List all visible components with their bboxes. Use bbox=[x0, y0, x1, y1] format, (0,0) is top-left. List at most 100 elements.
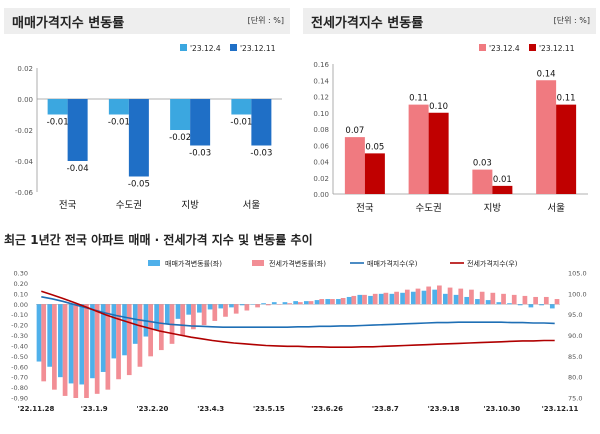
trend-bar bbox=[383, 292, 389, 305]
trend-bar bbox=[73, 304, 79, 398]
jeonse-change-category-label: 수도권 bbox=[416, 202, 442, 214]
trend-x-tick-label: '23.2.20 bbox=[137, 405, 169, 413]
trend-bar bbox=[421, 290, 427, 305]
trend-bar bbox=[496, 302, 502, 305]
trend-bar bbox=[453, 294, 459, 305]
trend-bar bbox=[52, 304, 57, 390]
trend-bar bbox=[528, 304, 534, 308]
trend-right-tick-label: 95.0 bbox=[568, 311, 582, 319]
sale-change-bar bbox=[231, 99, 252, 115]
trend-bar bbox=[223, 304, 228, 317]
trend-x-tick-label: '23.12.11 bbox=[542, 405, 579, 413]
trend-left-tick-label: -0.90 bbox=[11, 395, 28, 403]
jeonse-change-ytick-label: 0.02 bbox=[313, 175, 329, 183]
jeonse-change-legend-label: '23.12.11 bbox=[539, 44, 575, 53]
trend-bar bbox=[325, 299, 331, 305]
trend-bar bbox=[314, 300, 320, 305]
trend-bar bbox=[62, 304, 68, 396]
trend-bar bbox=[207, 304, 213, 310]
trend-bar bbox=[475, 299, 480, 305]
jeonse-change-header: 전세가격지수 변동률 [단위 : %] bbox=[303, 8, 596, 34]
jeonse-change-bar bbox=[364, 153, 385, 194]
trend-right-tick-label: 85.0 bbox=[568, 353, 582, 361]
trend-bar bbox=[229, 304, 234, 308]
trend-bar bbox=[389, 293, 395, 305]
trend-legend-label: 전세가격변동률(좌) bbox=[269, 259, 326, 268]
sale-change-title: 매매가격지수 변동률 bbox=[12, 16, 125, 31]
sale-change-bar bbox=[47, 99, 68, 115]
sale-change-category-label: 서울 bbox=[243, 200, 261, 211]
trend-right-tick-label: 105.0 bbox=[568, 270, 587, 278]
sale-change-category-label: 지방 bbox=[181, 200, 199, 211]
sale-change-data-label: -0.02 bbox=[169, 133, 191, 143]
trend-bar bbox=[126, 304, 132, 376]
sale-change-bar bbox=[67, 99, 88, 161]
trend-bar bbox=[410, 291, 416, 305]
trend-bar bbox=[164, 304, 170, 325]
jeonse-change-unit: [단위 : %] bbox=[553, 16, 590, 25]
trend-bar bbox=[158, 304, 164, 351]
trend-bar bbox=[186, 304, 192, 315]
sale-change-data-label: -0.04 bbox=[67, 164, 89, 174]
trend-left-tick-label: 0.20 bbox=[14, 280, 28, 288]
trend-legend-swatch bbox=[148, 260, 160, 266]
sale-change-data-label: -0.01 bbox=[47, 118, 69, 128]
trend-left-tick-label: 0.10 bbox=[14, 290, 28, 298]
trend-line bbox=[41, 296, 555, 328]
sale-change-data-label: -0.05 bbox=[128, 180, 150, 190]
trend-bar bbox=[368, 295, 373, 305]
jeonse-change-bar bbox=[344, 137, 365, 194]
jeonse-change-data-label: 0.11 bbox=[557, 94, 576, 104]
jeonse-change-data-label: 0.05 bbox=[365, 142, 384, 152]
jeonse-change-bar bbox=[556, 104, 577, 194]
trend-bar bbox=[271, 302, 277, 305]
jeonse-change-data-label: 0.10 bbox=[429, 102, 448, 112]
trend-x-tick-label: '23.6.26 bbox=[311, 405, 343, 413]
trend-bar bbox=[378, 293, 384, 305]
trend-bar bbox=[464, 296, 470, 305]
trend-left-tick-label: -0.60 bbox=[11, 363, 28, 371]
trend-bar bbox=[522, 295, 528, 305]
trend-x-tick-label: '23.4.3 bbox=[197, 405, 224, 413]
trend-bar bbox=[511, 294, 517, 305]
trend-bar bbox=[469, 289, 474, 305]
trend-bar bbox=[308, 301, 314, 305]
jeonse-change-category-label: 서울 bbox=[547, 203, 565, 214]
jeonse-change-data-label: 0.11 bbox=[409, 94, 428, 104]
trend-bar bbox=[507, 303, 512, 305]
trend-bar bbox=[303, 301, 309, 305]
trend-legend-label: 전세가격지수(우) bbox=[467, 259, 518, 268]
jeonse-change-chart: 0.16 0.14 0.12 0.10 0.08 0.06 0.04 0.02 0.00 0.07… bbox=[313, 44, 588, 214]
jeonse-change-ytick-label: 0.10 bbox=[313, 110, 329, 118]
jeonse-change-title: 전세가격지수 변동률 bbox=[311, 16, 424, 31]
trend-bar bbox=[180, 304, 186, 336]
trend-bar bbox=[539, 304, 544, 306]
trend-section-title: 최근 1년간 전국 아파트 매매 · 전세가격 지수 및 변동률 추이 bbox=[4, 233, 313, 247]
sale-change-data-label: -0.03 bbox=[189, 149, 211, 159]
trend-bar bbox=[116, 304, 121, 380]
trend-bar bbox=[100, 304, 106, 372]
trend-bar bbox=[47, 304, 53, 367]
trend-bar bbox=[265, 304, 271, 306]
trend-legend-swatch bbox=[252, 260, 264, 266]
trend-bar bbox=[137, 304, 143, 367]
jeonse-change-bar bbox=[492, 185, 513, 194]
trend-bar bbox=[437, 285, 442, 305]
jeonse-change-data-label: 0.07 bbox=[345, 126, 364, 136]
trend-bar bbox=[340, 298, 346, 305]
trend-bar bbox=[447, 287, 453, 305]
sale-change-category-label: 수도권 bbox=[116, 199, 142, 211]
trend-bar bbox=[485, 300, 491, 305]
jeonse-change-legend-label: '23.12.4 bbox=[489, 44, 520, 53]
trend-bar bbox=[244, 304, 250, 311]
trend-bar bbox=[426, 286, 432, 305]
trend-left-tick-label: 0.30 bbox=[14, 270, 28, 278]
trend-bar bbox=[543, 296, 549, 305]
trend-x-tick-label: '23.9.18 bbox=[428, 405, 460, 413]
jeonse-change-ytick-label: 0.06 bbox=[313, 142, 329, 150]
trend-bar bbox=[287, 303, 293, 305]
sale-change-bar bbox=[170, 99, 191, 130]
jeonse-change-legend-swatch bbox=[479, 44, 486, 51]
trend-bar bbox=[432, 289, 438, 305]
jeonse-change-bar bbox=[428, 112, 449, 194]
